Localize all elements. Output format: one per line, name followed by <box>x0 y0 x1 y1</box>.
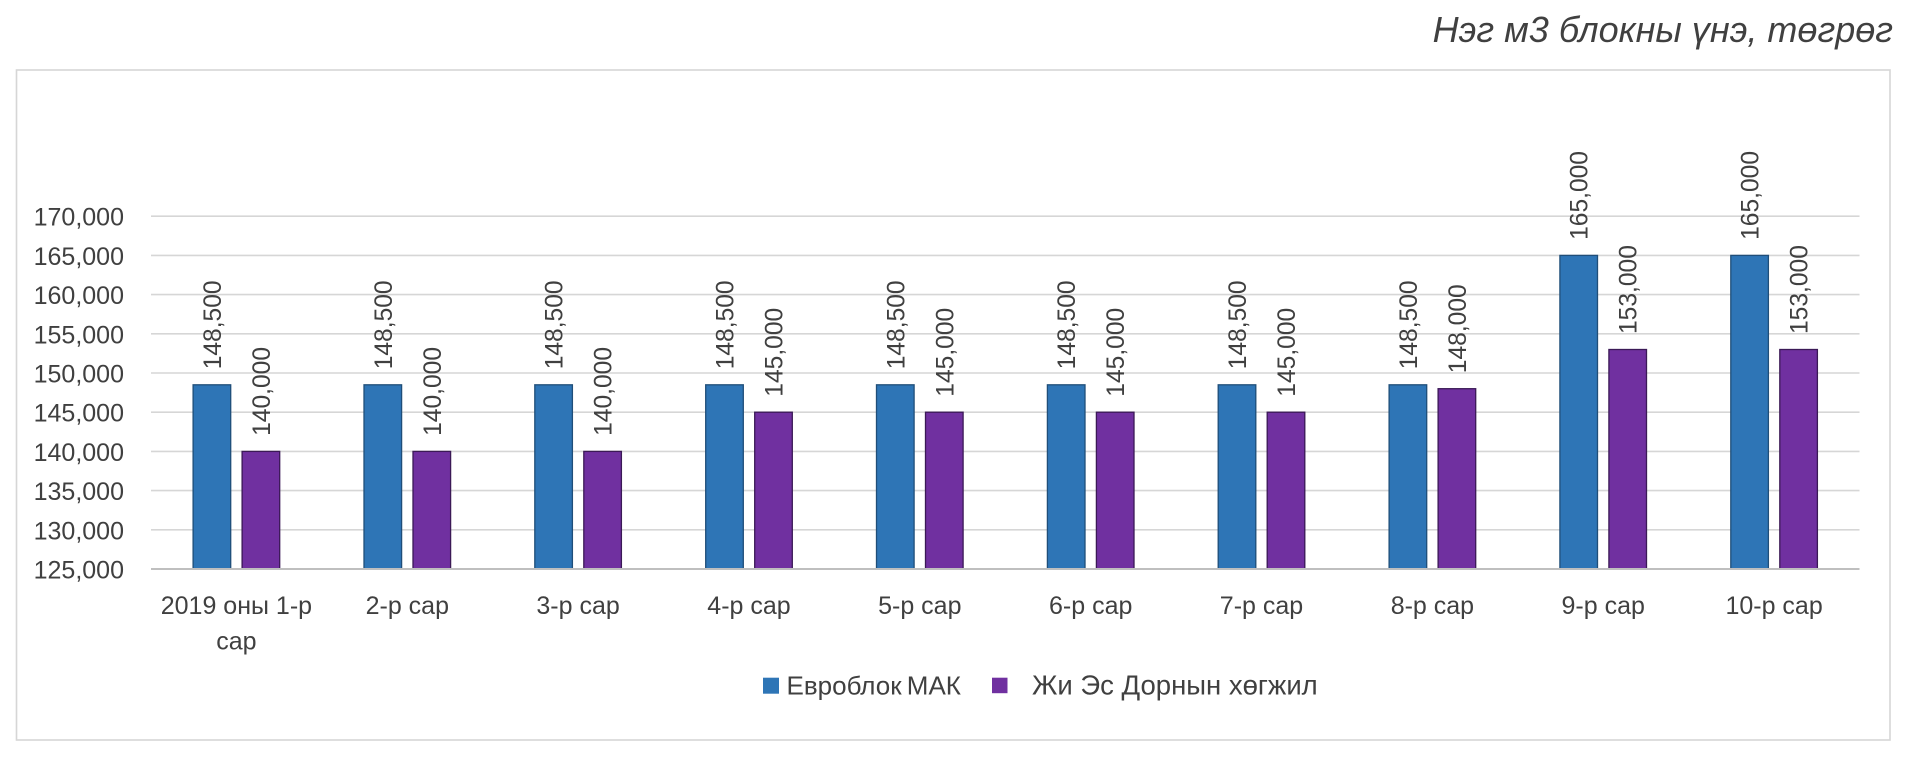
svg-text:165,000: 165,000 <box>34 243 124 271</box>
svg-text:148,500: 148,500 <box>883 280 910 369</box>
svg-text:3-р сар: 3-р сар <box>536 592 619 620</box>
svg-text:170,000: 170,000 <box>34 204 124 232</box>
svg-text:8-р сар: 8-р сар <box>1391 592 1474 620</box>
svg-text:148,500: 148,500 <box>200 280 227 369</box>
svg-text:148,500: 148,500 <box>713 280 740 369</box>
svg-text:сар: сар <box>216 628 256 656</box>
svg-text:165,000: 165,000 <box>1567 151 1594 240</box>
svg-text:125,000: 125,000 <box>34 557 124 585</box>
svg-text:145,000: 145,000 <box>932 308 959 397</box>
svg-text:135,000: 135,000 <box>34 478 124 506</box>
svg-text:140,000: 140,000 <box>249 347 276 436</box>
svg-text:148,500: 148,500 <box>542 280 569 369</box>
svg-text:148,500: 148,500 <box>1054 280 1081 369</box>
svg-text:2019 оны 1-р: 2019 оны 1-р <box>161 592 312 620</box>
svg-text:148,000: 148,000 <box>1445 284 1472 373</box>
svg-text:Евроблок МАК: Евроблок МАК <box>787 671 961 701</box>
svg-text:9-р сар: 9-р сар <box>1562 592 1645 620</box>
svg-text:2-р сар: 2-р сар <box>366 592 449 620</box>
svg-text:153,000: 153,000 <box>1616 245 1643 334</box>
svg-text:148,500: 148,500 <box>371 280 398 369</box>
svg-text:160,000: 160,000 <box>34 282 124 310</box>
svg-text:145,000: 145,000 <box>34 400 124 428</box>
svg-text:148,500: 148,500 <box>1225 280 1252 369</box>
svg-text:140,000: 140,000 <box>591 347 618 436</box>
svg-text:140,000: 140,000 <box>34 439 124 467</box>
svg-text:Нэг м3 блокны үнэ, төгрөг: Нэг м3 блокны үнэ, төгрөг <box>1433 9 1893 50</box>
svg-text:155,000: 155,000 <box>34 321 124 349</box>
svg-text:148,500: 148,500 <box>1396 280 1423 369</box>
svg-text:Жи Эс Дорнын хөгжил: Жи Эс Дорнын хөгжил <box>1032 670 1318 701</box>
svg-text:150,000: 150,000 <box>34 361 124 389</box>
svg-text:5-р сар: 5-р сар <box>878 592 961 620</box>
svg-text:140,000: 140,000 <box>420 347 447 436</box>
svg-text:7-р сар: 7-р сар <box>1220 592 1303 620</box>
svg-text:153,000: 153,000 <box>1787 245 1814 334</box>
svg-text:10-р сар: 10-р сар <box>1725 592 1822 620</box>
svg-text:145,000: 145,000 <box>762 308 789 397</box>
svg-text:6-р сар: 6-р сар <box>1049 592 1132 620</box>
svg-text:145,000: 145,000 <box>1274 308 1301 397</box>
svg-text:130,000: 130,000 <box>34 517 124 545</box>
svg-text:165,000: 165,000 <box>1738 151 1765 240</box>
svg-text:145,000: 145,000 <box>1103 308 1130 397</box>
svg-text:4-р сар: 4-р сар <box>707 592 790 620</box>
